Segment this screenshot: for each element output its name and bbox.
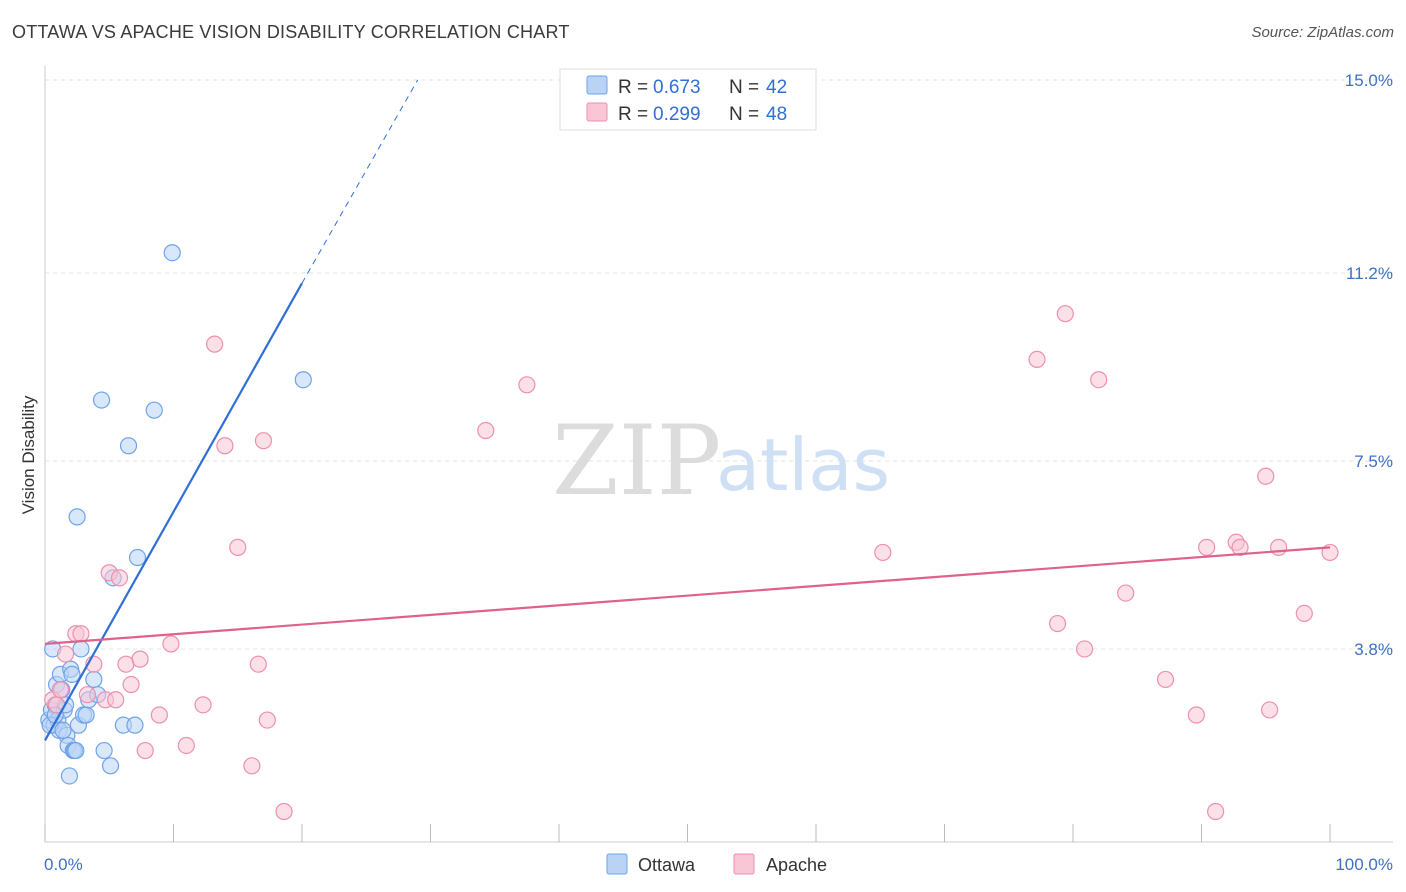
apache-point-10 [107,691,125,709]
trend-lines [44,79,1331,741]
apache-point-3 [56,645,75,663]
x-tick-label-min: 0.0% [44,855,83,874]
ottawa-point-39 [67,741,85,760]
ottawa-point-24 [85,670,103,689]
apache-point-22 [229,538,247,556]
watermark-zip: ZIP [552,405,721,517]
y-tick-label-2: 11.2% [1346,264,1393,283]
ottawa-point-26 [92,391,111,409]
apache-point-24 [249,655,267,673]
apache-point-37 [1156,670,1175,689]
ottawa-point-31 [119,437,138,455]
ottawa-n-label: N = [729,77,759,98]
apache-point-2 [51,680,70,699]
apache-point-15 [136,741,154,760]
apache-legend-swatch [586,102,608,122]
apache-point-35 [1090,371,1108,389]
apache-point-20 [206,335,224,353]
ottawa-point-38 [54,721,72,739]
apache-point-11 [110,569,129,587]
apache-point-32 [1048,614,1067,633]
apache-point-45 [1269,538,1288,556]
y-tick-label-1: 7.5% [1354,452,1393,471]
apache-point-14 [131,650,149,668]
apache-trend-line [44,546,1331,645]
ottawa-point-18 [68,508,86,526]
apache-point-28 [477,421,495,440]
y-axis-label: Vision Disability [19,395,38,514]
ottawa-point-40 [60,767,79,785]
apache-n-label: N = [729,104,759,125]
apache-point-34 [1075,640,1094,658]
ottawa-point-34 [145,401,163,419]
ottawa-point-20 [72,640,90,658]
apache-point-36 [1117,584,1135,602]
apache-point-38 [1198,538,1216,556]
apache-point-27 [275,802,293,821]
apache-point-31 [1028,350,1046,368]
ottawa-point-36 [294,371,312,389]
ottawa-n-value: 42 [766,77,787,98]
x-tick-label-max: 100.0% [1335,855,1393,874]
apache-point-25 [254,432,273,450]
apache-point-39 [1207,802,1225,821]
stats-legend: R = 0.673 N = 42 R = 0.299 N = 48 [559,68,817,131]
apache-point-6 [78,686,97,704]
apache-point-26 [258,711,276,729]
apache-point-29 [518,376,536,394]
ottawa-point-28 [101,757,120,775]
ottawa-point-32 [126,716,144,734]
apache-n-value: 48 [766,104,787,125]
data-points [40,244,1339,821]
apache-point-30 [874,543,892,562]
ottawa-legend-swatch [586,75,608,95]
ottawa-series-swatch [606,853,628,875]
apache-point-18 [177,736,195,755]
apache-series-label: Apache [766,855,827,875]
apache-r-value: 0.299 [653,104,701,125]
gridlines [45,79,1393,650]
ottawa-point-27 [95,741,113,760]
ottawa-trend-line [44,282,303,741]
apache-point-46 [1295,604,1313,623]
apache-point-13 [122,675,140,694]
apache-point-5 [72,625,90,643]
y-tick-label-3: 15.0% [1345,71,1393,90]
ottawa-point-33 [128,548,147,567]
ottawa-point-15 [63,665,81,683]
watermark: ZIP atlas [552,405,890,517]
watermark-atlas: atlas [716,423,890,507]
apache-point-19 [194,696,212,714]
apache-r-label: R = [618,104,648,125]
ottawa-series-label: Ottawa [638,855,696,875]
x-ticks [44,824,1331,842]
apache-point-42 [1231,538,1249,556]
apache-point-21 [216,437,234,455]
apache-point-23 [243,757,261,775]
ottawa-point-35 [163,244,181,262]
apache-point-16 [150,706,168,724]
apache-point-44 [1261,701,1279,719]
series-legend: Ottawa Apache [606,853,827,875]
ottawa-r-value: 0.673 [653,77,701,98]
chart-title: OTTAWA VS APACHE VISION DISABILITY CORRE… [12,22,570,42]
apache-series-swatch [733,853,755,875]
chart-source: Source: ZipAtlas.com [1251,24,1394,41]
ottawa-r-label: R = [618,77,648,98]
apache-point-43 [1257,467,1275,485]
apache-point-17 [162,635,180,653]
apache-point-40 [1187,706,1205,724]
ottawa-trend-extension [301,79,419,284]
y-tick-labels: 3.8% 7.5% 11.2% 15.0% [1345,71,1393,659]
ottawa-point-22 [77,706,95,724]
apache-point-33 [1056,305,1074,323]
y-tick-label-0: 3.8% [1354,640,1393,659]
